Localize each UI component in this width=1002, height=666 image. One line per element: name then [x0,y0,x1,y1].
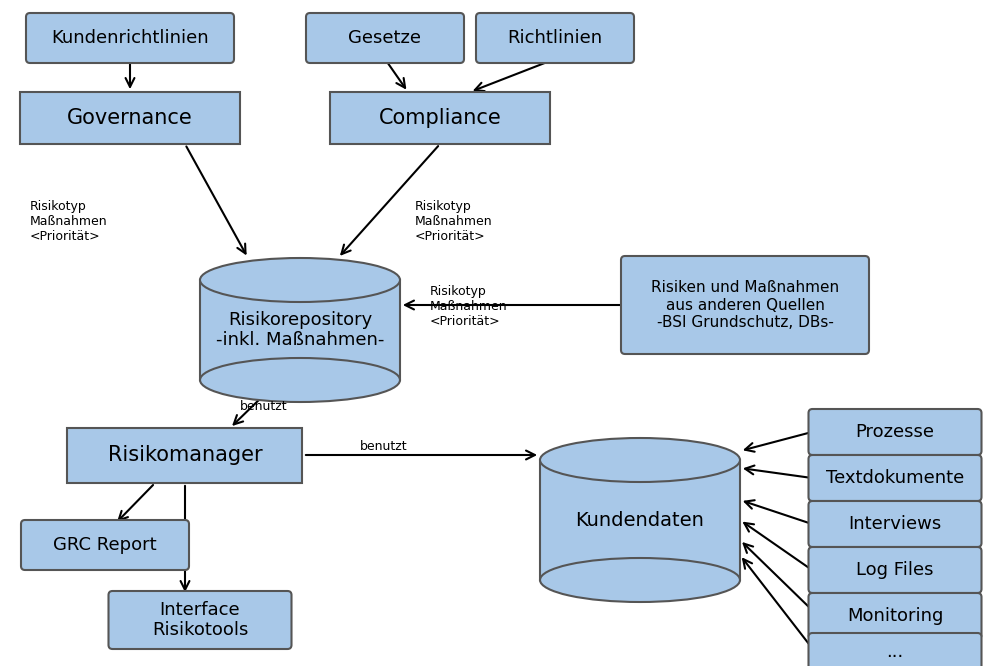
Text: Risikotyp
Maßnahmen
<Priorität>: Risikotyp Maßnahmen <Priorität> [30,200,107,243]
Text: Risikomanager: Risikomanager [107,445,263,465]
Text: ...: ... [887,643,904,661]
Text: Risikorepository
-inkl. Maßnahmen-: Risikorepository -inkl. Maßnahmen- [215,310,384,350]
FancyBboxPatch shape [809,633,982,666]
FancyBboxPatch shape [21,520,189,570]
Text: Compliance: Compliance [379,108,501,128]
Text: Risiken und Maßnahmen
aus anderen Quellen
-BSI Grundschutz, DBs-: Risiken und Maßnahmen aus anderen Quelle… [651,280,839,330]
Text: Prozesse: Prozesse [856,423,935,441]
Text: benutzt: benutzt [240,400,288,413]
Text: Risikotyp
Maßnahmen
<Priorität>: Risikotyp Maßnahmen <Priorität> [430,285,508,328]
Text: Log Files: Log Files [857,561,934,579]
Text: Interface
Risikotools: Interface Risikotools [152,601,248,639]
FancyBboxPatch shape [621,256,869,354]
FancyBboxPatch shape [809,547,982,593]
FancyBboxPatch shape [67,428,303,482]
Ellipse shape [540,438,740,482]
FancyBboxPatch shape [306,13,464,63]
Ellipse shape [200,258,400,302]
Text: Risikotyp
Maßnahmen
<Priorität>: Risikotyp Maßnahmen <Priorität> [415,200,493,243]
Text: Kundendaten: Kundendaten [575,511,704,529]
Text: Textdokumente: Textdokumente [826,469,964,487]
FancyBboxPatch shape [26,13,234,63]
Text: Monitoring: Monitoring [847,607,943,625]
Text: Richtlinien: Richtlinien [507,29,602,47]
Text: Gesetze: Gesetze [349,29,422,47]
FancyBboxPatch shape [809,593,982,639]
Ellipse shape [200,358,400,402]
Bar [540,460,740,580]
FancyBboxPatch shape [20,92,240,144]
FancyBboxPatch shape [809,501,982,547]
FancyBboxPatch shape [330,92,550,144]
Bar [200,280,400,380]
FancyBboxPatch shape [809,409,982,455]
Text: benutzt: benutzt [360,440,408,453]
FancyBboxPatch shape [108,591,292,649]
Text: GRC Report: GRC Report [53,536,156,554]
FancyBboxPatch shape [476,13,634,63]
Text: Kundenrichtlinien: Kundenrichtlinien [51,29,208,47]
Text: Governance: Governance [67,108,192,128]
FancyBboxPatch shape [809,455,982,501]
Ellipse shape [540,558,740,602]
Text: Interviews: Interviews [849,515,942,533]
